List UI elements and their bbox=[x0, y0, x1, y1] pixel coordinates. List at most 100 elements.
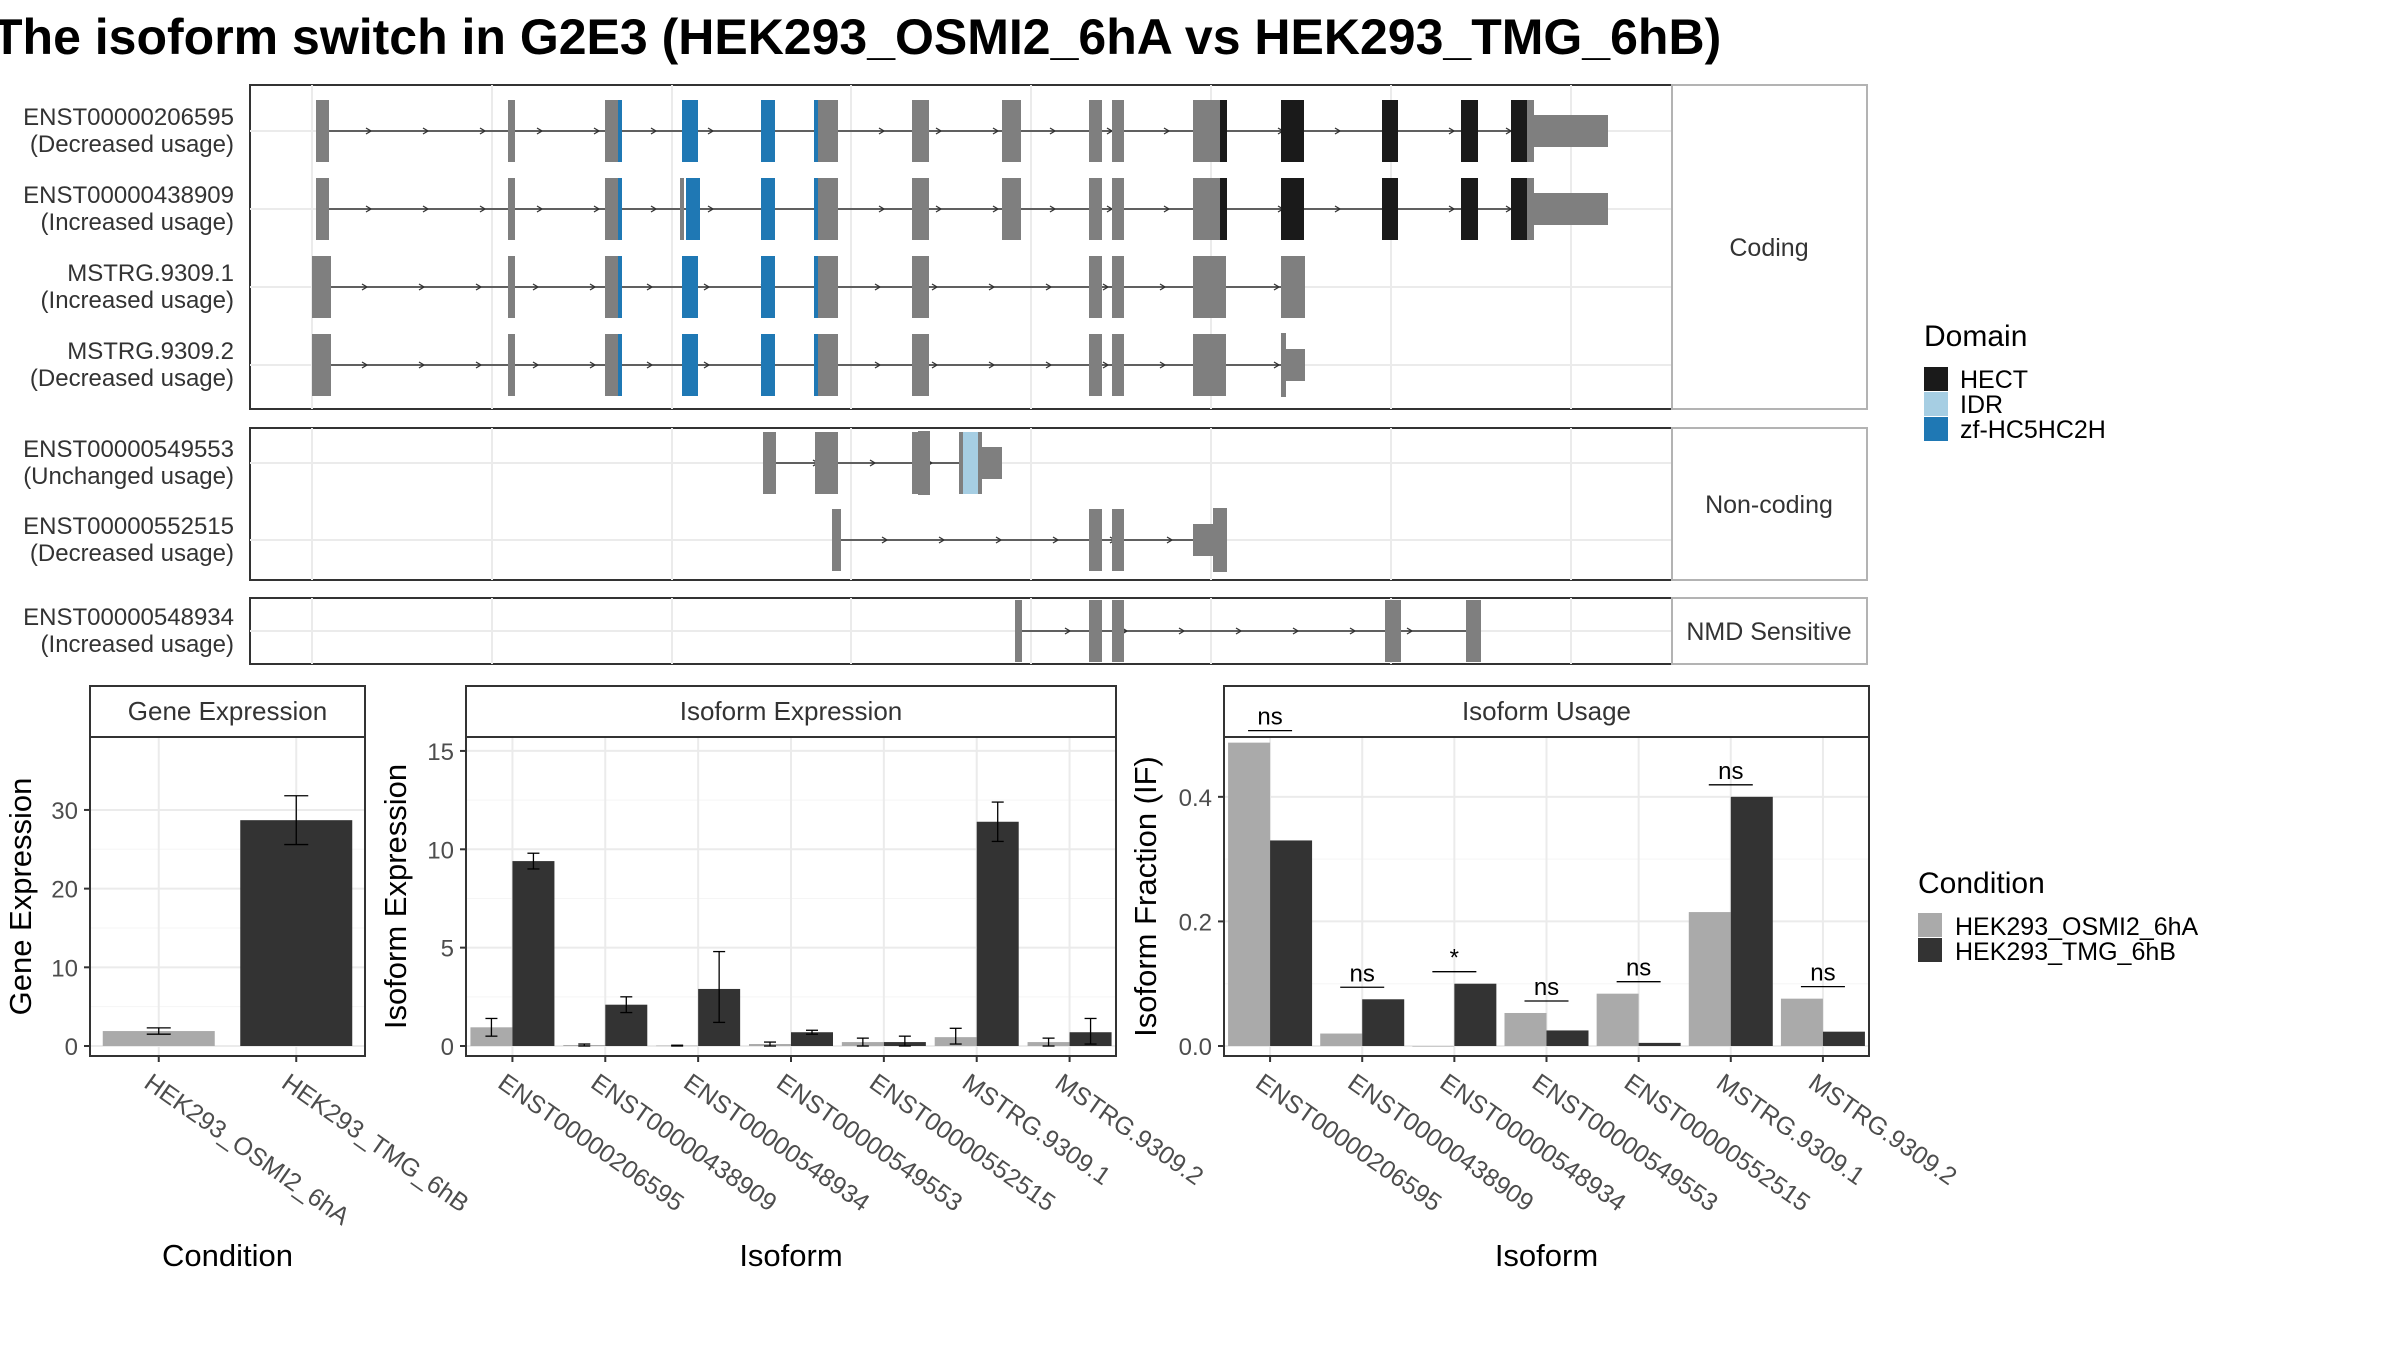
exon-block bbox=[605, 334, 618, 396]
bar bbox=[512, 861, 555, 1046]
exon-block bbox=[682, 100, 698, 162]
strand-arrow bbox=[479, 127, 487, 135]
significance-label: * bbox=[1450, 945, 1459, 972]
exon-block bbox=[1089, 509, 1102, 571]
figure-title: The isoform switch in G2E3 (HEK293_OSMI2… bbox=[0, 9, 1721, 65]
strand-arrow bbox=[1163, 205, 1171, 213]
strand-arrow bbox=[532, 361, 540, 369]
exon-block bbox=[1461, 178, 1478, 240]
exon-block bbox=[761, 100, 775, 162]
significance-label: ns bbox=[1810, 960, 1835, 987]
exon-block bbox=[1112, 178, 1124, 240]
exon-block bbox=[605, 256, 618, 318]
strand-arrow bbox=[1049, 205, 1057, 213]
strand-arrow bbox=[988, 283, 996, 291]
exon-block bbox=[316, 178, 329, 240]
strand-arrow bbox=[650, 127, 658, 135]
exon-block bbox=[1089, 334, 1102, 396]
condition-legend-title: Condition bbox=[1918, 867, 2045, 900]
chart-strip bbox=[465, 685, 1117, 738]
exon-block bbox=[978, 432, 982, 494]
significance-label: ns bbox=[1718, 758, 1743, 785]
exon-block bbox=[680, 178, 684, 240]
bar bbox=[1730, 796, 1773, 1046]
significance-label: ns bbox=[1626, 955, 1651, 982]
isoform-expression-chart: Isoform Expression051015ENST00000206595E… bbox=[378, 685, 1208, 1273]
transcript-usage-label: (Increased usage) bbox=[41, 287, 234, 314]
strand-arrow bbox=[874, 361, 882, 369]
strand-arrow bbox=[707, 127, 715, 135]
exon-block bbox=[618, 334, 622, 396]
strand-arrow bbox=[422, 127, 430, 135]
strand-arrow bbox=[707, 205, 715, 213]
exon-block bbox=[761, 256, 775, 318]
legend-key-hect bbox=[1924, 367, 1948, 391]
exon-block bbox=[682, 256, 698, 318]
strand-arrow bbox=[992, 205, 1000, 213]
strand-arrow bbox=[1178, 627, 1186, 635]
exon-block bbox=[1112, 256, 1124, 318]
y-tick-label: 0.2 bbox=[1179, 909, 1212, 936]
exon-block bbox=[982, 447, 1002, 479]
exon-block bbox=[1385, 600, 1401, 662]
chart-title: Gene Expression bbox=[128, 696, 327, 726]
transcript-id-label: ENST00000552515 bbox=[23, 513, 234, 540]
exon-block bbox=[818, 334, 838, 396]
bar bbox=[1596, 993, 1639, 1046]
bar bbox=[1822, 1031, 1865, 1046]
exon-block bbox=[1089, 256, 1102, 318]
domain-legend-title: Domain bbox=[1924, 320, 2027, 353]
y-tick-label: 15 bbox=[427, 739, 454, 766]
exon-block bbox=[912, 334, 929, 396]
bar bbox=[102, 1031, 215, 1046]
exon-block bbox=[1220, 100, 1227, 162]
strand-arrow bbox=[878, 205, 886, 213]
exon-block bbox=[1281, 333, 1286, 397]
y-tick-label: 0 bbox=[65, 1034, 78, 1061]
strand-arrow bbox=[422, 205, 430, 213]
strand-arrow bbox=[703, 283, 711, 291]
exon-block bbox=[1089, 100, 1102, 162]
chart-strip bbox=[89, 685, 366, 738]
exon-block bbox=[1213, 508, 1227, 572]
exon-block bbox=[1511, 178, 1527, 240]
panel-nmd-sensitive: NMD Sensitive ENST00000548934(Increased u… bbox=[23, 597, 1868, 665]
panel-non-coding: Non-coding ENST00000549553(Unchanged usag… bbox=[23, 427, 1868, 581]
strand-arrow bbox=[1349, 627, 1357, 635]
x-tick-label: MSTRG.9309.2 bbox=[1803, 1068, 1961, 1191]
bar bbox=[1454, 983, 1497, 1046]
strand-arrow bbox=[931, 361, 939, 369]
strand-arrow bbox=[938, 536, 946, 544]
x-axis-title: Isoform bbox=[739, 1238, 842, 1273]
exon-block bbox=[912, 256, 929, 318]
transcript-id-label: MSTRG.9309.1 bbox=[67, 260, 234, 287]
legend-key-idr bbox=[1924, 392, 1948, 416]
transcript-id-label: ENST00000548934 bbox=[23, 604, 234, 631]
strand-arrow bbox=[1334, 127, 1342, 135]
exon-block bbox=[912, 432, 918, 494]
strand-arrow bbox=[365, 127, 373, 135]
legend-label-zf: zf-HC5HC2H bbox=[1960, 416, 2106, 444]
y-tick-label: 0.0 bbox=[1179, 1034, 1212, 1061]
legend-label-osmi: HEK293_OSMI2_6hA bbox=[1955, 913, 2199, 941]
exon-block bbox=[963, 432, 978, 494]
strand-arrow bbox=[646, 361, 654, 369]
exon-block bbox=[1112, 600, 1124, 662]
exon-block bbox=[1193, 256, 1226, 318]
transcript-id-label: ENST00000438909 bbox=[23, 182, 234, 209]
exon-block bbox=[1089, 178, 1102, 240]
strand-arrow bbox=[1102, 361, 1110, 369]
exon-block bbox=[1089, 600, 1102, 662]
y-axis-title: Gene Expression bbox=[3, 778, 38, 1016]
legend-label-idr: IDR bbox=[1960, 391, 2003, 419]
exon-block bbox=[912, 178, 929, 240]
exon-block bbox=[1112, 334, 1124, 396]
exon-block bbox=[761, 178, 775, 240]
strand-arrow bbox=[536, 205, 544, 213]
exon-block bbox=[1382, 178, 1398, 240]
condition-legend: Condition HEK293_OSMI2_6hA HEK293_TMG_6h… bbox=[1918, 867, 2199, 966]
strand-arrow bbox=[650, 205, 658, 213]
strand-arrow bbox=[1163, 127, 1171, 135]
strand-arrow bbox=[703, 361, 711, 369]
